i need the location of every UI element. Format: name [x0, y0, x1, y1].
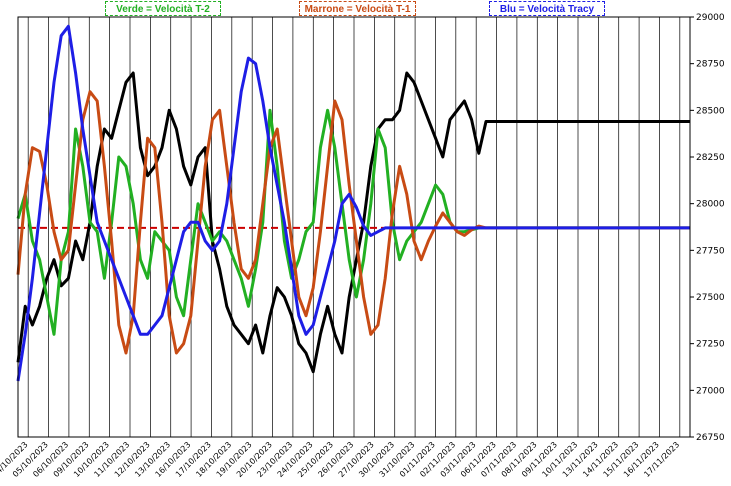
y-tick-label: 27250 — [696, 340, 725, 350]
series-lines — [16, 24, 690, 382]
y-tick-label: 27000 — [696, 386, 725, 396]
y-tick-label: 28000 — [696, 200, 725, 210]
y-tick-label: 28750 — [696, 60, 725, 70]
y-tick-label: 27750 — [696, 246, 725, 256]
y-tick-label: 26750 — [696, 433, 725, 443]
y-tick-label: 29000 — [696, 13, 725, 23]
y-tick-label: 27500 — [696, 293, 725, 303]
x-axis-ticks: 04/10/202305/10/202306/10/202309/10/2023… — [0, 440, 681, 479]
y-tick-label: 28500 — [696, 106, 725, 116]
y-tick-label: 28250 — [696, 153, 725, 163]
legend-entry-blu: Blu = Velocità Tracy — [489, 1, 605, 16]
legend-entry-marrone: Marrone = Velocità T-1 — [299, 1, 416, 16]
legend-entry-verde: Verde = Velocità T-2 — [105, 1, 221, 16]
plot-frame — [17, 16, 691, 438]
y-axis-ticks: 26750 27000 27250 27500 27750 28000 28250 28500… — [690, 13, 725, 443]
series-blu-line — [16, 24, 690, 382]
